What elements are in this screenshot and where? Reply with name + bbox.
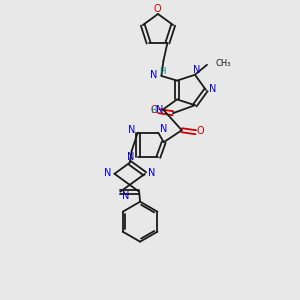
Text: CH₃: CH₃ [216, 59, 231, 68]
Text: H: H [150, 106, 156, 115]
Text: N: N [104, 168, 111, 178]
Text: N: N [193, 65, 201, 75]
Text: N: N [209, 84, 217, 94]
Text: N: N [156, 105, 164, 116]
Text: N: N [127, 152, 134, 162]
Text: H: H [159, 68, 166, 76]
Text: O: O [153, 4, 161, 14]
Text: O: O [150, 105, 158, 115]
Text: N: N [148, 168, 156, 178]
Text: N: N [150, 70, 157, 80]
Text: N: N [128, 125, 135, 135]
Text: N: N [160, 124, 167, 134]
Text: N: N [122, 191, 129, 201]
Text: O: O [197, 126, 205, 136]
